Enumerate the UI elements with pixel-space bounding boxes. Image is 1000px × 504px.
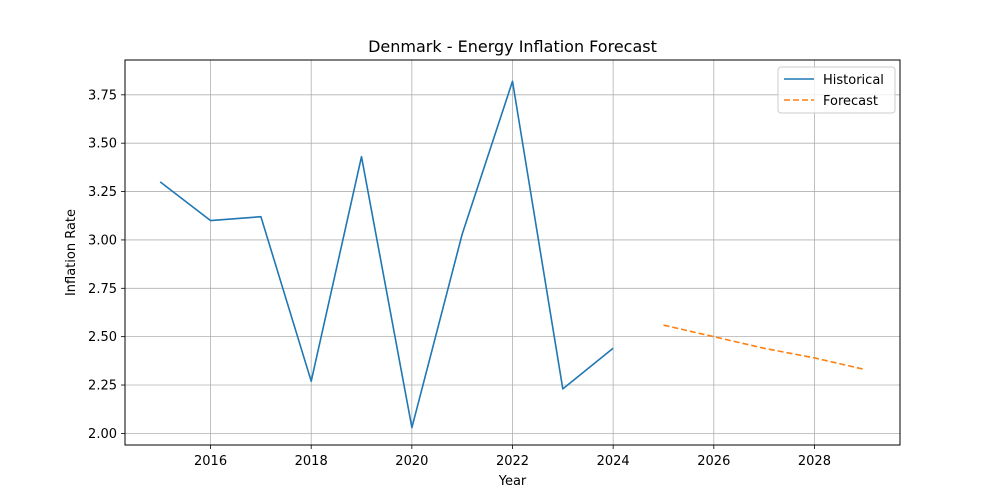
x-tick-label: 2016 (194, 454, 227, 469)
x-axis-label: Year (498, 474, 527, 489)
y-tick-label: 3.50 (88, 137, 117, 152)
x-tick-label: 2026 (697, 454, 730, 469)
legend: Historical Forecast (777, 66, 896, 114)
chart-title: Denmark - Energy Inflation Forecast (368, 37, 657, 56)
y-tick-label: 2.50 (88, 330, 117, 345)
x-tick-label: 2018 (295, 454, 328, 469)
series-layer (159, 80, 865, 429)
x-tick-label: 2020 (395, 454, 428, 469)
y-tick-label: 3.25 (88, 185, 117, 200)
y-tick-label: 2.75 (88, 282, 117, 297)
legend-historical-label: Historical (823, 73, 884, 88)
series-line-historical (159, 80, 614, 429)
x-axis: 2016 2018 2020 2022 2024 2026 2028 (194, 445, 831, 469)
x-tick-label: 2022 (496, 454, 529, 469)
x-tick-label: 2028 (798, 454, 831, 469)
x-tick-label: 2024 (597, 454, 630, 469)
y-tick-label: 2.00 (88, 427, 117, 442)
legend-forecast-label: Forecast (823, 94, 878, 109)
grid (125, 60, 900, 445)
y-tick-label: 3.75 (88, 88, 117, 103)
y-axis-label: Inflation Rate (64, 209, 79, 296)
y-axis: 2.00 2.25 2.50 2.75 3.00 3.25 3.50 3.75 (88, 88, 125, 442)
series-line-forecast (663, 324, 865, 371)
y-tick-label: 2.25 (88, 379, 117, 394)
y-tick-label: 3.00 (88, 233, 117, 248)
